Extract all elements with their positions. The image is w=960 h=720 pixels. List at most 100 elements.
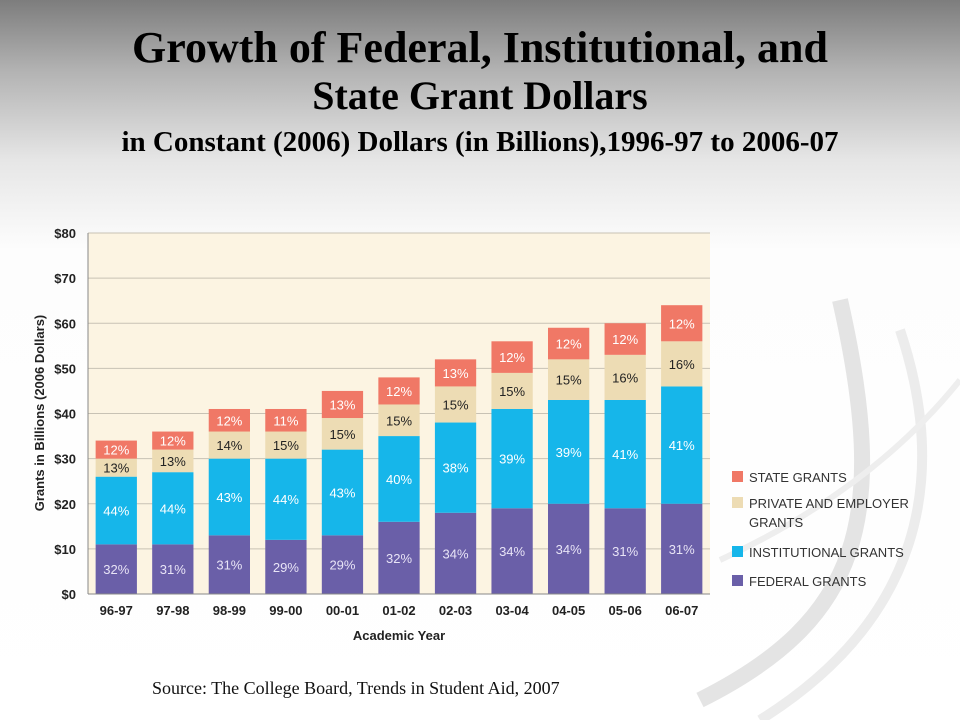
bar-percent-label: 34%	[443, 546, 469, 561]
bar-segment-federal	[491, 508, 533, 594]
bar-percent-label: 12%	[103, 443, 129, 458]
bar-percent-label: 41%	[669, 438, 695, 453]
bar-segment-institutional	[321, 449, 364, 536]
bar-percent-label: 44%	[103, 504, 129, 519]
y-tick-label: $70	[54, 271, 76, 286]
bar-segment-private	[491, 372, 533, 409]
bar-percent-label: 12%	[556, 337, 582, 352]
bar-percent-label: 39%	[556, 445, 582, 460]
x-tick-label: 03-04	[495, 603, 529, 618]
y-tick-label: $0	[62, 587, 76, 602]
bar-segment-state	[434, 359, 477, 387]
bar-segment-institutional	[152, 472, 194, 545]
x-tick-label: 99-00	[269, 603, 302, 618]
bar-percent-label: 13%	[329, 397, 355, 412]
bar-segment-state	[378, 377, 420, 405]
bar-segment-federal	[547, 503, 590, 594]
x-tick-label: 02-03	[439, 603, 472, 618]
bar-segment-federal	[321, 535, 364, 594]
bar-percent-label: 31%	[160, 562, 186, 577]
bar-segment-state	[95, 440, 137, 459]
bar-segment-private	[152, 449, 194, 473]
bar-percent-label: 13%	[160, 454, 186, 469]
bar-percent-label: 15%	[329, 427, 355, 442]
x-tick-label: 06-07	[665, 603, 698, 618]
bar-segment-state	[265, 408, 307, 432]
bar-segment-private	[604, 354, 646, 400]
x-tick-label: 05-06	[609, 603, 642, 618]
bar-percent-label: 31%	[669, 542, 695, 557]
y-tick-label: $60	[54, 316, 76, 331]
bar-segment-institutional	[434, 422, 477, 513]
bar-percent-label: 31%	[216, 558, 242, 573]
bar-percent-label: 44%	[273, 492, 299, 507]
bar-percent-label: 15%	[273, 438, 299, 453]
bar-segment-private	[265, 431, 307, 459]
bar-segment-federal	[661, 503, 703, 594]
legend-swatch	[732, 471, 743, 482]
bar-percent-label: 14%	[216, 438, 242, 453]
legend-label: FEDERAL GRANTS	[749, 574, 867, 589]
bar-percent-label: 43%	[216, 490, 242, 505]
bar-percent-label: 12%	[216, 413, 242, 428]
x-axis-title: Academic Year	[353, 628, 445, 643]
bar-percent-label: 40%	[386, 472, 412, 487]
bar-segment-state	[208, 408, 251, 432]
bar-segment-federal	[208, 535, 251, 594]
bar-percent-label: 38%	[443, 461, 469, 476]
bar-percent-label: 12%	[612, 332, 638, 347]
bar-percent-label: 12%	[499, 350, 525, 365]
source-citation: Source: The College Board, Trends in Stu…	[152, 678, 560, 698]
bar-percent-label: 16%	[669, 357, 695, 372]
bar-segment-state	[547, 327, 590, 360]
y-tick-label: $20	[54, 497, 76, 512]
slide-title-line2: State Grant Dollars	[312, 73, 648, 118]
x-tick-label: 98-99	[213, 603, 246, 618]
bar-segment-institutional	[208, 458, 251, 536]
bar-percent-label: 34%	[556, 542, 582, 557]
slide-title-line1: Growth of Federal, Institutional, and	[132, 23, 828, 72]
y-tick-label: $80	[54, 226, 76, 241]
legend-label: INSTITUTIONAL GRANTS	[749, 545, 904, 560]
legend: STATE GRANTS PRIVATE AND EMPLOYER GRANTS IN…	[732, 470, 909, 589]
x-tick-label: 04-05	[552, 603, 585, 618]
bar-percent-label: 32%	[386, 551, 412, 566]
bar-percent-label: 13%	[103, 461, 129, 476]
legend-label: STATE GRANTS	[749, 470, 847, 485]
slide-subtitle: in Constant (2006) Dollars (in Billions)…	[121, 126, 839, 158]
bar-percent-label: 32%	[103, 562, 129, 577]
bar-segment-federal	[265, 539, 307, 594]
bar-percent-label: 31%	[612, 544, 638, 559]
legend-swatch	[732, 575, 743, 586]
legend-swatch	[732, 497, 743, 508]
bar-segment-private	[661, 341, 703, 387]
bar-percent-label: 34%	[499, 544, 525, 559]
bar-percent-label: 15%	[499, 384, 525, 399]
bar-segment-state	[604, 323, 646, 355]
slide-title-block: Growth of Federal, Institutional, and St…	[0, 24, 960, 162]
bar-segment-federal	[95, 544, 137, 594]
y-tick-label: $50	[54, 361, 76, 376]
bar-segment-state	[491, 341, 533, 373]
bar-segment-institutional	[378, 436, 420, 522]
bar-segment-private	[434, 386, 477, 423]
bar-percent-label: 15%	[386, 413, 412, 428]
bar-segment-institutional	[547, 399, 590, 504]
bar-percent-label: 15%	[556, 373, 582, 388]
bar-percent-label: 12%	[669, 316, 695, 331]
y-tick-label: $30	[54, 452, 76, 467]
bar-segment-private	[321, 418, 364, 450]
bar-percent-label: 44%	[160, 501, 186, 516]
bar-segment-institutional	[604, 399, 646, 509]
bar-segment-state	[661, 305, 703, 342]
bar-segment-federal	[604, 508, 646, 594]
x-tick-label: 00-01	[326, 603, 359, 618]
bar-segment-federal	[434, 512, 477, 594]
bar-percent-label: 43%	[329, 485, 355, 500]
bar-segment-private	[378, 404, 420, 437]
bar-segment-institutional	[661, 386, 703, 504]
bar-percent-label: 39%	[499, 452, 525, 467]
bar-percent-label: 11%	[273, 413, 298, 428]
